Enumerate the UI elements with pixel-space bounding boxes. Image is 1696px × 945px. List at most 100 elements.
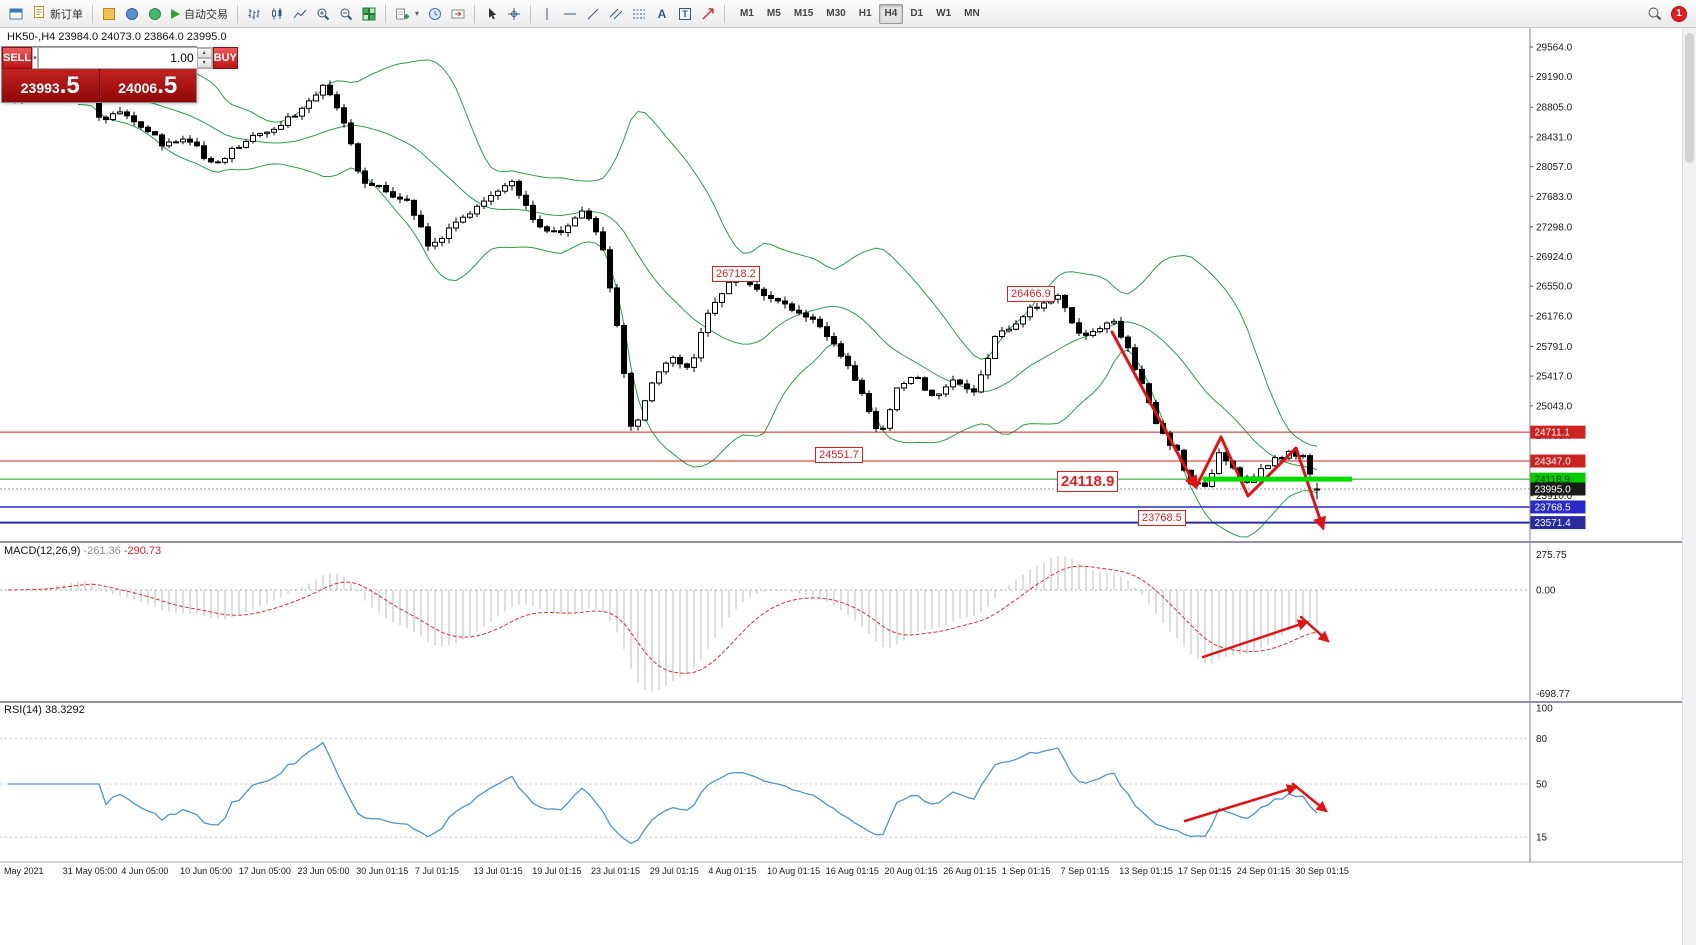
rsi-value: 38.3292 — [44, 704, 85, 716]
buy-price-display[interactable]: 24006 .5 — [99, 69, 196, 102]
chevron-down-icon: ▾ — [415, 9, 420, 18]
svg-text:1 Sep 01:15: 1 Sep 01:15 — [1002, 866, 1051, 876]
period-cycle-button[interactable] — [424, 3, 446, 25]
new-order-label: 新订单 — [50, 8, 83, 21]
notification-badge[interactable]: 1 — [1671, 5, 1687, 22]
svg-text:7 Sep 01:15: 7 Sep 01:15 — [1061, 866, 1110, 876]
fibonacci-tool-button[interactable] — [628, 3, 650, 25]
crosshair-tool-button[interactable] — [503, 3, 525, 25]
trendline-tool-button[interactable] — [582, 3, 604, 25]
svg-text:20 Aug 01:15: 20 Aug 01:15 — [885, 866, 938, 876]
sell-price-frac: .5 — [59, 72, 80, 99]
svg-text:13 Jul 01:15: 13 Jul 01:15 — [474, 866, 523, 876]
svg-text:23 Jun 05:00: 23 Jun 05:00 — [298, 866, 350, 876]
svg-text:29190.0: 29190.0 — [1536, 72, 1573, 83]
timeframe-button-m1[interactable]: M1 — [734, 4, 760, 24]
vertical-line-tool-button[interactable] — [536, 3, 558, 25]
rsi-title: RSI(14) — [4, 704, 42, 716]
svg-text:24711.1: 24711.1 — [1535, 428, 1571, 439]
tile-windows-button[interactable] — [358, 3, 380, 25]
new-chart-button[interactable]: ▾ — [391, 3, 423, 25]
svg-text:23910.0: 23910.0 — [1536, 491, 1573, 502]
svg-text:10 Aug 01:15: 10 Aug 01:15 — [767, 866, 820, 876]
horizontal-line-tool-button[interactable] — [559, 3, 581, 25]
timeframe-button-mn[interactable]: MN — [958, 4, 986, 24]
timeframe-button-m5[interactable]: M5 — [761, 4, 787, 24]
chart-shift-button[interactable] — [447, 3, 469, 25]
timeframe-button-m15[interactable]: M15 — [788, 4, 819, 24]
timeframe-button-w1[interactable]: W1 — [930, 4, 957, 24]
text-icon: A — [657, 6, 667, 21]
play-icon — [171, 8, 180, 19]
vertical-scrollbar[interactable] — [1682, 28, 1696, 945]
channel-tool-button[interactable] — [605, 3, 627, 25]
cursor-icon — [489, 7, 497, 19]
timeframe-button-h1[interactable]: H1 — [853, 4, 878, 24]
svg-text:24 Sep 01:15: 24 Sep 01:15 — [1237, 866, 1291, 876]
scrollbar-thumb[interactable] — [1685, 33, 1694, 163]
svg-text:23768.5: 23768.5 — [1535, 502, 1572, 513]
data-window-button[interactable] — [121, 3, 143, 25]
volume-increase-button[interactable]: ▴ — [196, 48, 212, 58]
svg-text:0.00: 0.00 — [1536, 586, 1556, 597]
svg-text:4 Aug 01:15: 4 Aug 01:15 — [708, 866, 756, 876]
market-watch-button[interactable] — [98, 3, 120, 25]
chart-shift-icon — [451, 9, 465, 18]
svg-text:15: 15 — [1536, 833, 1548, 844]
timeframe-button-m30[interactable]: M30 — [820, 4, 851, 24]
svg-text:26550.0: 26550.0 — [1536, 282, 1573, 293]
new-order-button[interactable]: 新订单 — [28, 3, 87, 25]
candle-chart-mode-button[interactable] — [266, 3, 288, 25]
toolbar-separator — [474, 4, 476, 23]
sell-button[interactable]: SELL — [2, 47, 33, 69]
search-button[interactable] — [1643, 3, 1666, 25]
timeframe-toolbar: M1 M5 M15 M30 H1 H4 D1 W1 MN — [734, 3, 986, 24]
svg-text:28805.0: 28805.0 — [1536, 103, 1573, 114]
sell-price-display[interactable]: 23993 .5 — [2, 69, 99, 102]
svg-text:24118.9: 24118.9 — [1535, 475, 1571, 486]
svg-text:May 2021: May 2021 — [4, 866, 44, 876]
toolbar-separator — [385, 4, 386, 23]
svg-text:29564.0: 29564.0 — [1536, 43, 1573, 54]
text-label-tool-button[interactable]: T — [674, 3, 696, 25]
zoom-in-button[interactable] — [312, 3, 334, 25]
line-chart-mode-button[interactable] — [289, 3, 311, 25]
svg-text:27683.0: 27683.0 — [1536, 192, 1573, 203]
zoom-out-icon — [340, 8, 353, 20]
macd-value: -261.36 — [83, 545, 121, 557]
buy-price-frac: .5 — [157, 72, 178, 99]
terminal-panel-button[interactable] — [144, 3, 166, 25]
macd-indicator-label: MACD(12,26,9) -261.36 -290.73 — [4, 545, 161, 557]
arrows-tool-button[interactable] — [697, 3, 719, 25]
bar-chart-mode-button[interactable] — [243, 3, 265, 25]
zoom-out-button[interactable] — [335, 3, 357, 25]
main-toolbar: 新订单 自动交易 ▾ — [0, 0, 1696, 28]
timeframe-button-d1[interactable]: D1 — [904, 4, 929, 24]
auto-trading-button[interactable]: 自动交易 — [167, 3, 232, 25]
timeframe-button-h4[interactable]: H4 — [878, 3, 904, 24]
macd-title: MACD(12,26,9) — [4, 545, 81, 557]
new-order-icon — [32, 5, 46, 22]
svg-text:25791.0: 25791.0 — [1536, 342, 1573, 353]
volume-input[interactable] — [38, 48, 197, 68]
toolbar-separator — [530, 4, 532, 23]
svg-text:24347.0: 24347.0 — [1535, 457, 1572, 468]
svg-text:25417.0: 25417.0 — [1536, 372, 1573, 383]
bollinger-bands — [77, 59, 1318, 538]
time-axis[interactable]: May 2021 31 May 05:00 4 Jun 05:00 10 Jun 05… — [4, 866, 1349, 876]
new-chart-icon — [396, 8, 409, 19]
volume-preset-dropdown[interactable]: ▾ — [32, 47, 38, 69]
buy-button[interactable]: BUY — [212, 47, 238, 69]
tile-windows-icon — [362, 7, 376, 20]
text-tool-button[interactable]: A — [651, 3, 673, 25]
macd-signal-value: -290.73 — [123, 545, 162, 557]
price-callout: 23768.5 — [1138, 510, 1186, 526]
svg-text:4 Jun 05:00: 4 Jun 05:00 — [121, 866, 168, 876]
window-tile-icon[interactable] — [5, 3, 27, 25]
svg-text:26 Aug 01:15: 26 Aug 01:15 — [943, 866, 996, 876]
volume-decrease-button[interactable]: ▾ — [196, 58, 212, 68]
svg-text:29 Jul 01:15: 29 Jul 01:15 — [650, 866, 699, 876]
price-axis[interactable]: 29564.0 29190.0 28805.0 28431.0 28057.0 27683… — [1530, 43, 1586, 844]
cursor-tool-button[interactable] — [480, 3, 502, 25]
